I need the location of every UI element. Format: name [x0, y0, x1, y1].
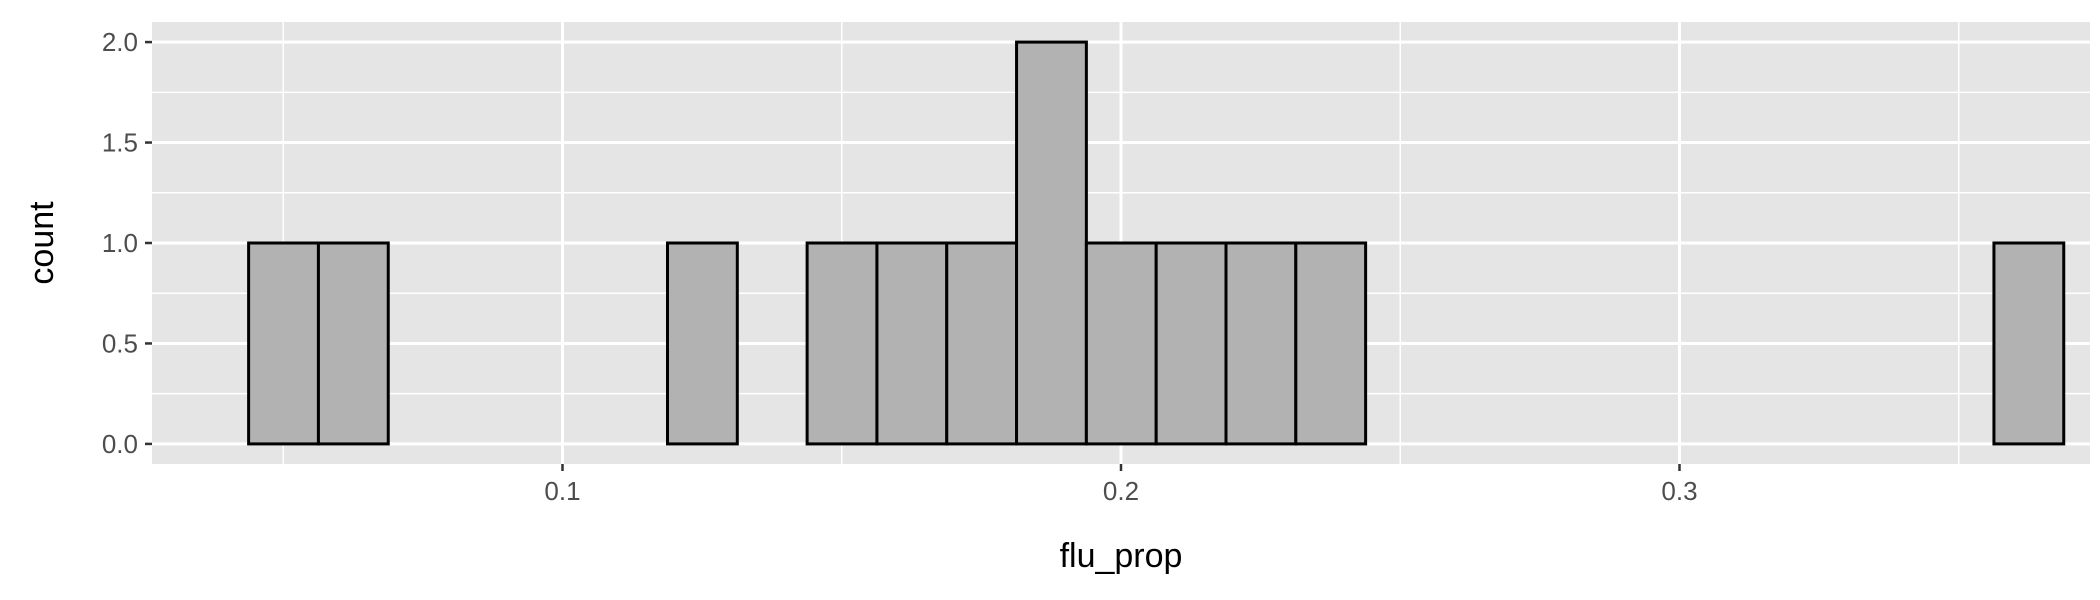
- y-tick-label-2: 1.0: [102, 228, 138, 258]
- x-tick-label-0: 0.1: [544, 476, 580, 506]
- histogram-bar-10: [945, 241, 1019, 446]
- x-tick-label-2: 0.3: [1661, 476, 1697, 506]
- histogram-bar-25: [1992, 241, 2066, 446]
- histogram-bar-15: [1294, 241, 1368, 446]
- histogram-bar-0: [247, 241, 320, 446]
- histogram-bar-13: [1154, 241, 1228, 446]
- y-tick-label-3: 1.5: [102, 128, 138, 158]
- histogram-bar-9: [875, 241, 949, 446]
- y-axis: 0.0 0.5 1.0 1.5 2.0: [102, 27, 152, 459]
- y-tick-label-4: 2.0: [102, 27, 138, 57]
- histogram-bar-6: [665, 241, 739, 446]
- y-tick-label-1: 0.5: [102, 328, 138, 358]
- x-axis: 0.1 0.2 0.3: [544, 464, 1698, 506]
- y-tick-label-0: 0.0: [102, 429, 138, 459]
- histogram-bar-1: [316, 241, 390, 446]
- histogram-bars: [247, 40, 2066, 446]
- histogram-bar-8: [805, 241, 879, 446]
- histogram-bar-11: [1015, 40, 1088, 446]
- histogram-bar-14: [1224, 241, 1298, 446]
- histogram-bar-12: [1084, 241, 1158, 446]
- x-axis-title: flu_prop: [1060, 537, 1183, 575]
- x-tick-label-1: 0.2: [1103, 476, 1139, 506]
- y-axis-title: count: [23, 201, 61, 285]
